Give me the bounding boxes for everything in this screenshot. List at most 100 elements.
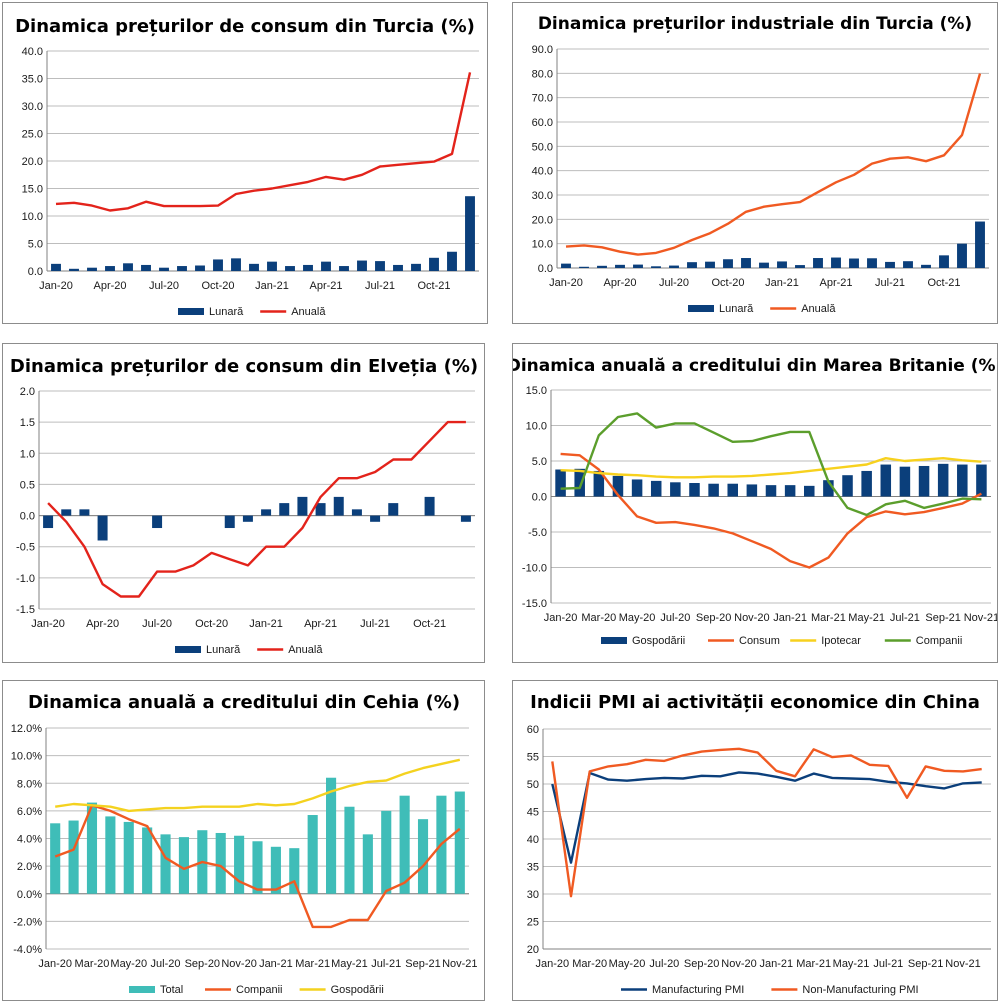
- bar-total-mar-21: [307, 815, 318, 894]
- bar-lunară-jan-20: [51, 263, 61, 271]
- x-tick-label: Oct-20: [195, 618, 228, 630]
- y-tick-label: -1.0: [16, 573, 35, 585]
- y-tick-label: 4.0%: [17, 834, 42, 846]
- chart-panel-uk-credit: Dinamica anuală a creditului din Marea B…: [512, 343, 998, 663]
- bar-total-dec-20: [252, 841, 263, 894]
- legend-label: Ipotecar: [821, 635, 861, 647]
- line-anuală: [565, 73, 982, 256]
- bar-lunară-aug-21: [388, 503, 399, 516]
- x-tick-label: May-21: [848, 612, 885, 624]
- x-tick-label: Jul-20: [149, 280, 179, 292]
- bar-total-jun-21: [362, 834, 373, 894]
- x-tick-label: Jan-21: [765, 277, 799, 289]
- y-tick-label: 20.0: [22, 156, 43, 168]
- legend-label: Lunară: [206, 644, 241, 656]
- bar-lunară-jan-21: [777, 261, 787, 268]
- legend-label: Anuală: [288, 644, 323, 656]
- chart-title: Dinamica anuală a creditului din Cehia (…: [28, 692, 460, 713]
- bar-lunară-jul-21: [370, 515, 381, 522]
- chart-panel-cn-pmi: Indicii PMI ai activității economice din…: [512, 680, 998, 1001]
- bar-lunară-mar-21: [813, 258, 823, 268]
- bar-lunară-sep-20: [705, 261, 715, 268]
- chart-title: Dinamica prețurilor de consum din Elveți…: [10, 356, 478, 377]
- x-tick-label: Jan-20: [39, 280, 73, 292]
- legend-label: Gospodării: [632, 635, 685, 647]
- y-tick-label: -2.0%: [13, 916, 42, 928]
- bar-total-jan-20: [50, 823, 61, 894]
- bar-lunară-may-21: [333, 496, 344, 516]
- y-tick-label: 70.0: [532, 93, 553, 105]
- bar-lunară-apr-21: [831, 257, 841, 268]
- x-tick-label: May-20: [110, 958, 147, 970]
- bar-lunară-sep-20: [195, 265, 205, 271]
- x-tick-label: Jul-20: [649, 958, 679, 970]
- bar-lunară-jan-21: [267, 261, 277, 271]
- bar-total-oct-20: [215, 832, 226, 894]
- bar-total-jul-20: [160, 834, 171, 894]
- chart-panel-ch-cpi: Dinamica prețurilor de consum din Elveți…: [2, 343, 485, 663]
- y-tick-label: -0.5: [16, 542, 35, 554]
- x-tick-label: May-20: [609, 958, 646, 970]
- x-tick-label: Nov-20: [221, 958, 256, 970]
- x-tick-label: Mar-20: [572, 958, 607, 970]
- x-tick-label: Apr-20: [603, 277, 636, 289]
- line-anuală: [47, 420, 466, 598]
- bar-lunară-sep-21: [411, 263, 421, 271]
- x-tick-label: Jan-21: [773, 612, 807, 624]
- bar-total-nov-21: [454, 791, 465, 894]
- x-tick-label: Jan-21: [249, 618, 283, 630]
- bar-lunară-oct-21: [939, 255, 949, 268]
- x-tick-label: Nov-21: [442, 958, 477, 970]
- bar-lunară-aug-21: [393, 264, 403, 271]
- x-tick-label: Nov-21: [945, 958, 980, 970]
- bar-lunară-feb-20: [69, 268, 79, 271]
- bar-gospodării-apr-21: [842, 475, 853, 497]
- y-tick-label: 0.0: [532, 492, 547, 504]
- x-tick-label: Jan-21: [760, 958, 794, 970]
- x-tick-label: Oct-21: [927, 277, 960, 289]
- bar-gospodării-jun-20: [650, 480, 662, 497]
- bar-gospodării-jul-21: [899, 466, 911, 497]
- x-tick-label: Oct-21: [413, 618, 446, 630]
- y-tick-label: 60: [527, 724, 539, 736]
- y-tick-label: 8.0%: [17, 778, 42, 790]
- bar-lunară-apr-21: [321, 261, 331, 271]
- y-tick-label: 35.0: [22, 74, 43, 86]
- x-tick-label: May-20: [619, 612, 656, 624]
- x-tick-label: Jul-20: [660, 612, 690, 624]
- bar-lunară-aug-20: [177, 266, 187, 271]
- bar-lunară-jul-21: [375, 261, 385, 271]
- x-tick-label: Jan-21: [255, 280, 289, 292]
- y-tick-label: 1.0: [20, 448, 35, 460]
- line-companii: [560, 412, 982, 517]
- y-tick-label: 10.0: [526, 421, 547, 433]
- line-non-manufacturing-pmi: [551, 747, 982, 898]
- y-tick-label: 35: [527, 862, 539, 874]
- bar-gospodării-may-21: [861, 470, 872, 497]
- x-tick-label: Sep-21: [405, 958, 440, 970]
- bar-gospodării-feb-20: [574, 468, 585, 497]
- y-tick-label: 12.0%: [11, 723, 42, 735]
- y-tick-label: 45: [527, 807, 539, 819]
- bar-lunară-nov-20: [741, 258, 751, 268]
- y-tick-label: 0.0: [20, 511, 35, 523]
- legend-label: Lunară: [209, 306, 244, 318]
- bar-gospodării-oct-20: [727, 483, 738, 497]
- bar-gospodării-oct-21: [957, 464, 968, 497]
- bar-lunară-nov-21: [447, 251, 457, 271]
- chart-panel-tr-cpi: Dinamica prețurilor de consum din Turcia…: [2, 2, 488, 324]
- y-tick-label: 20: [527, 944, 539, 956]
- y-tick-label: 40.0: [22, 46, 43, 58]
- bar-lunară-feb-20: [61, 509, 72, 516]
- bar-lunară-jan-21: [261, 509, 272, 516]
- bar-lunară-may-20: [633, 264, 643, 268]
- legend-swatch: [601, 637, 627, 644]
- x-tick-label: Sep-20: [684, 958, 719, 970]
- x-tick-label: Nov-20: [734, 612, 769, 624]
- bar-lunară-dec-20: [242, 515, 253, 522]
- y-tick-label: 80.0: [532, 68, 553, 80]
- bar-total-jan-21: [270, 846, 281, 894]
- x-tick-label: Oct-20: [711, 277, 744, 289]
- legend-label: Companii: [236, 984, 282, 996]
- x-tick-label: Jul-21: [873, 958, 903, 970]
